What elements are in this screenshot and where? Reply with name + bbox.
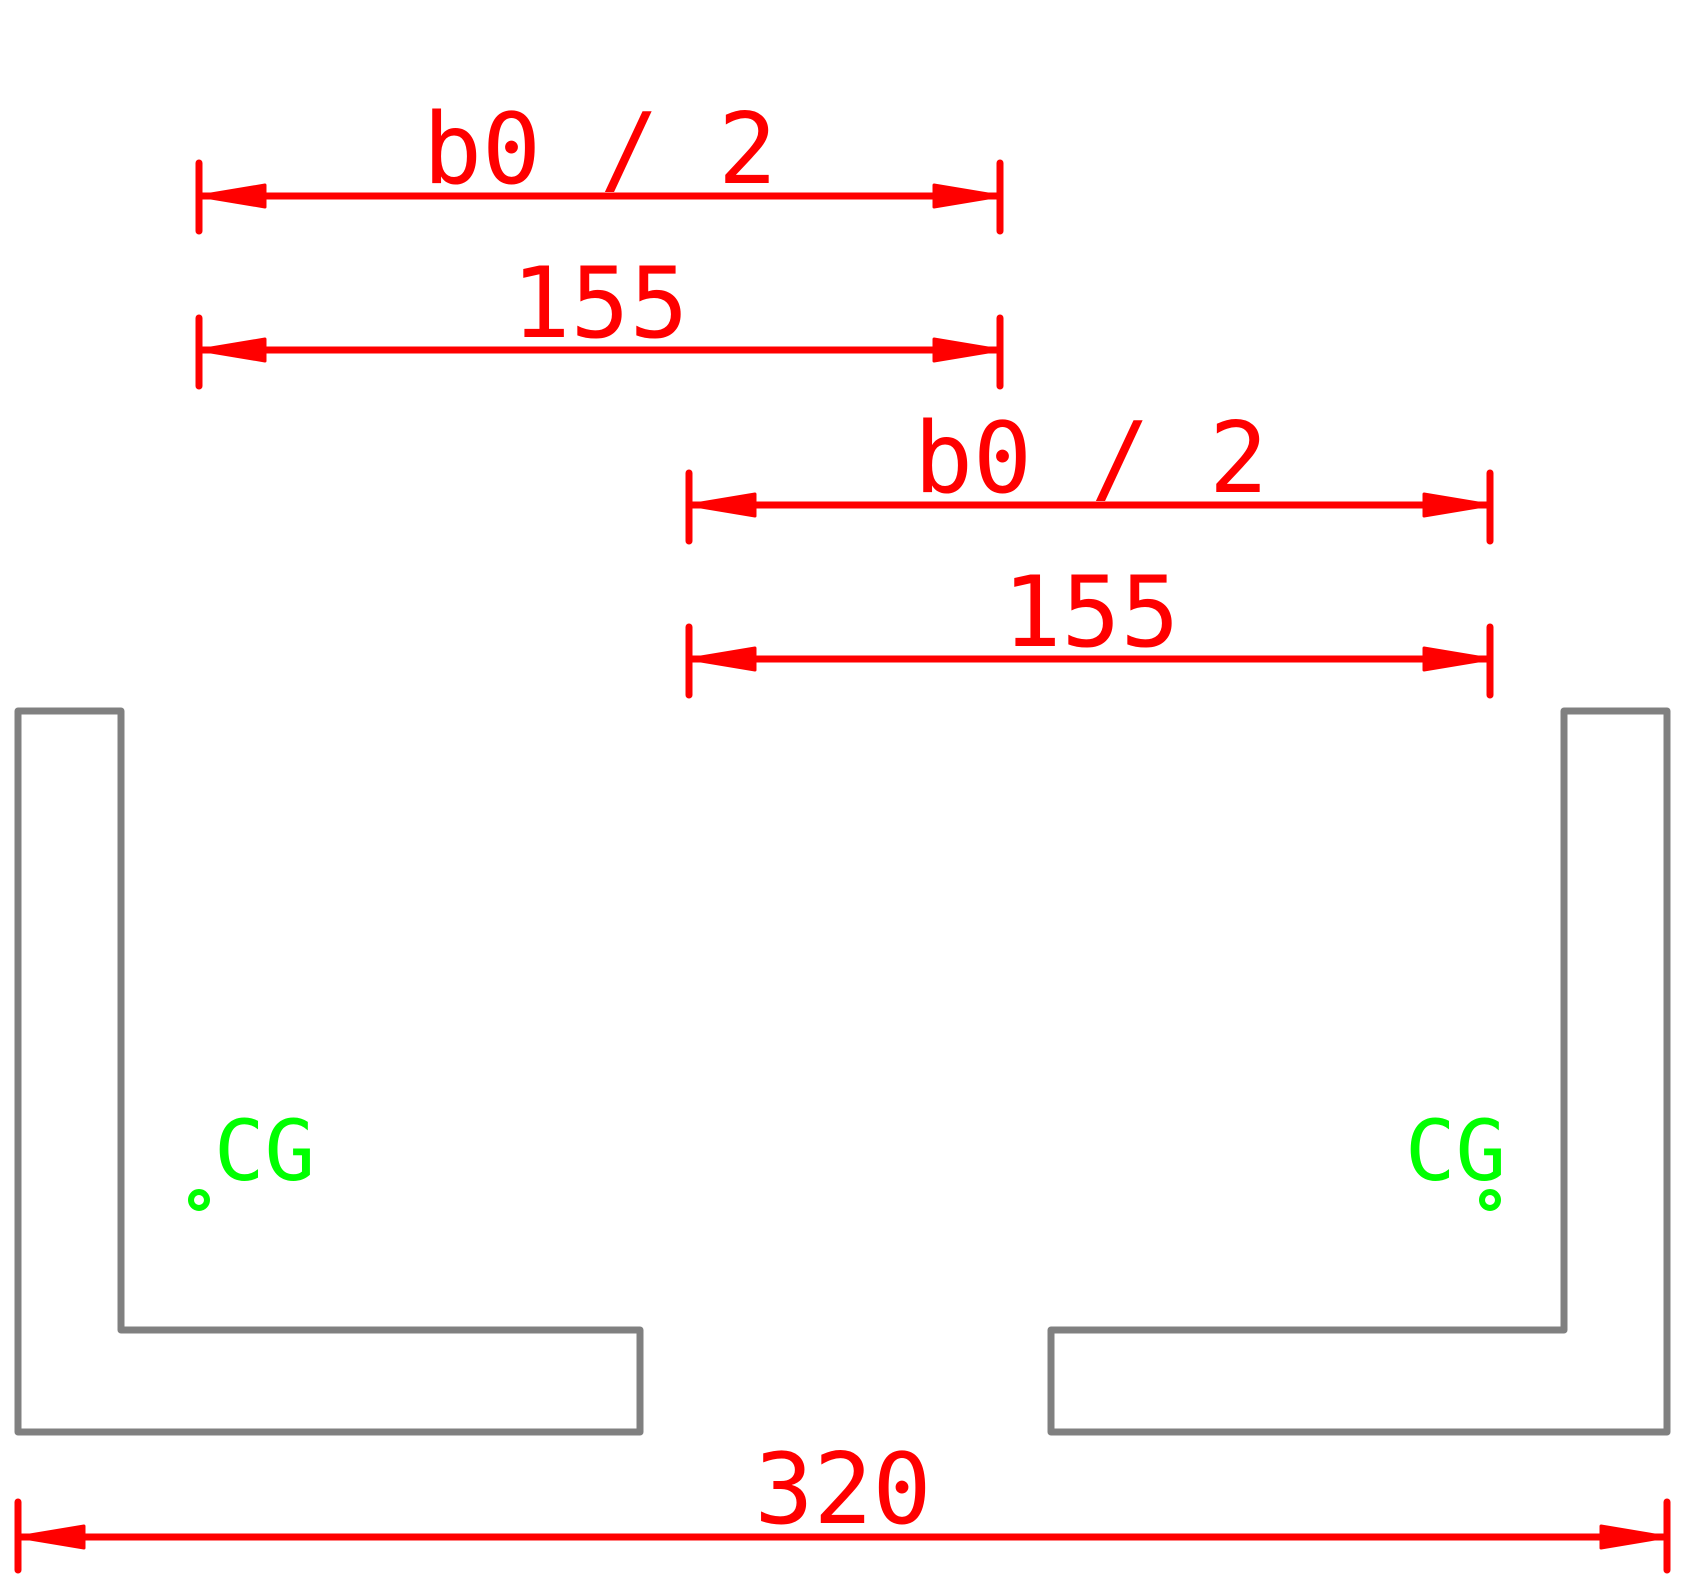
left-centroid-marker <box>188 1189 210 1211</box>
dim-overall-arrow-start <box>16 1524 86 1550</box>
dimension-overall: 320 <box>14 1433 1671 1574</box>
dim-right-value-arrow-end <box>1422 646 1492 672</box>
dim-left-symbolic-label: b0 / 2 <box>423 93 777 207</box>
right-centroid-marker <box>1479 1189 1501 1211</box>
dim-left-value-arrow-end <box>932 337 1002 363</box>
dim-right-symbolic-label: b0 / 2 <box>914 402 1268 516</box>
dim-right-value-label: 155 <box>1002 556 1179 670</box>
dim-left-symbolic-arrow-end <box>932 183 1002 209</box>
left-centroid: CG <box>188 1102 315 1211</box>
left-centroid-label: CG <box>214 1102 315 1200</box>
dimension-right-symbolic: b0 / 2 <box>685 402 1494 545</box>
dim-overall-arrow-end <box>1599 1524 1669 1550</box>
left-l-profile <box>14 707 644 1436</box>
dim-right-value-arrow-start <box>687 646 757 672</box>
dimension-right-value: 155 <box>685 556 1494 699</box>
dim-left-value-label: 155 <box>511 247 688 361</box>
dim-right-symbolic-arrow-start <box>687 492 757 518</box>
dim-right-symbolic-arrow-end <box>1422 492 1492 518</box>
right-l-profile <box>1047 707 1671 1436</box>
dim-left-symbolic-arrow-start <box>197 183 267 209</box>
dim-left-value-arrow-start <box>197 337 267 363</box>
right-centroid-label: CG <box>1405 1102 1506 1200</box>
right-centroid: CG <box>1405 1102 1506 1211</box>
dim-overall-label: 320 <box>754 1433 931 1547</box>
dimension-left-symbolic: b0 / 2 <box>195 93 1004 235</box>
dimension-left-value: 155 <box>195 247 1004 390</box>
